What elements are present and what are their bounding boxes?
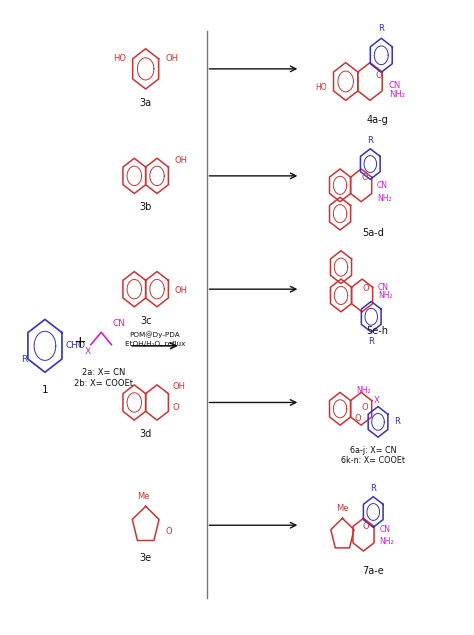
Text: R: R bbox=[21, 354, 27, 364]
Text: CHO: CHO bbox=[65, 342, 85, 351]
Text: 4a-g: 4a-g bbox=[367, 116, 388, 126]
Text: 1: 1 bbox=[42, 385, 48, 395]
Text: 2a: X= CN: 2a: X= CN bbox=[82, 368, 125, 377]
Text: Me: Me bbox=[336, 504, 349, 513]
Text: X: X bbox=[374, 396, 379, 405]
Text: CN: CN bbox=[379, 525, 391, 534]
Text: O: O bbox=[375, 71, 382, 80]
Text: Me: Me bbox=[137, 491, 150, 501]
Text: POM@Dy-PDA: POM@Dy-PDA bbox=[130, 331, 181, 338]
Text: NH₂: NH₂ bbox=[377, 194, 392, 203]
Text: HO: HO bbox=[315, 83, 327, 92]
Text: 3c: 3c bbox=[140, 316, 151, 326]
Text: O: O bbox=[173, 403, 179, 412]
Text: 6k-n: X= COOEt: 6k-n: X= COOEt bbox=[341, 456, 405, 465]
Text: CN: CN bbox=[389, 81, 401, 90]
Text: NH₂: NH₂ bbox=[378, 291, 392, 300]
Text: EtOH/H₂O, reflux: EtOH/H₂O, reflux bbox=[125, 341, 185, 347]
Text: CN: CN bbox=[112, 319, 126, 328]
Text: R: R bbox=[394, 417, 400, 426]
Text: 3b: 3b bbox=[139, 203, 152, 212]
Text: O: O bbox=[165, 527, 172, 536]
Text: NH₂: NH₂ bbox=[379, 537, 394, 545]
Text: O: O bbox=[363, 522, 369, 531]
Text: HO: HO bbox=[113, 55, 126, 64]
Text: R: R bbox=[370, 484, 376, 493]
Text: 5e-h: 5e-h bbox=[366, 326, 389, 336]
Text: CN: CN bbox=[378, 283, 389, 292]
Text: 7a-e: 7a-e bbox=[362, 566, 384, 576]
Text: 2b: X= COOEt: 2b: X= COOEt bbox=[74, 379, 133, 388]
Text: R: R bbox=[368, 337, 374, 346]
Text: 3a: 3a bbox=[139, 98, 152, 108]
Text: CN: CN bbox=[377, 181, 388, 190]
Text: 3e: 3e bbox=[139, 553, 152, 563]
Text: O: O bbox=[362, 403, 368, 411]
Text: X: X bbox=[84, 347, 91, 356]
Text: O: O bbox=[363, 284, 369, 293]
Text: OH: OH bbox=[175, 286, 188, 295]
Text: OH: OH bbox=[165, 55, 178, 64]
Text: OH: OH bbox=[175, 156, 188, 164]
Text: NH₂: NH₂ bbox=[356, 386, 371, 395]
Text: R: R bbox=[378, 24, 384, 34]
Text: 5a-d: 5a-d bbox=[362, 228, 384, 238]
Text: O: O bbox=[362, 173, 368, 182]
Text: 3d: 3d bbox=[139, 429, 152, 439]
Text: OH: OH bbox=[173, 382, 185, 391]
Text: +: + bbox=[73, 335, 86, 350]
Text: NH₂: NH₂ bbox=[389, 90, 405, 99]
Text: 6a-j: X= CN: 6a-j: X= CN bbox=[350, 446, 396, 455]
Text: R: R bbox=[367, 136, 373, 145]
Text: O: O bbox=[354, 414, 361, 423]
